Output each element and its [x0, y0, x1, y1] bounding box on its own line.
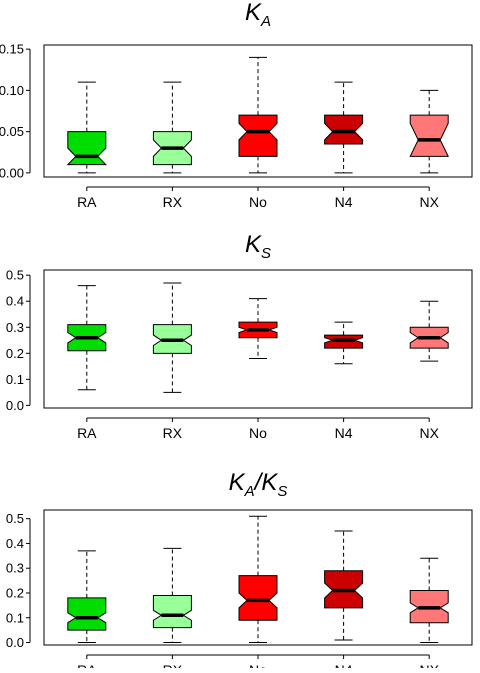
box-rx — [152, 282, 192, 393]
chart-panel-1: KA 0.00 0.05 0.10 0.15 RA RX No N4 NX — [0, 0, 473, 210]
box-no — [238, 298, 278, 360]
chart-title-part: K — [229, 469, 246, 496]
y-tick-label: 0.5 — [6, 268, 24, 283]
box-n4 — [324, 530, 364, 641]
plot-frame — [43, 44, 473, 178]
x-tick-label-rx: RX — [163, 425, 183, 441]
box-n4 — [324, 321, 364, 365]
box-nx — [409, 300, 449, 362]
chart-title-subscript: A — [244, 483, 255, 500]
chart-title: KA — [245, 0, 271, 30]
box-body — [324, 114, 364, 145]
box-body — [238, 575, 278, 621]
box-ra — [67, 550, 107, 644]
y-tick-label: 0.15 — [0, 42, 24, 57]
x-tick-label-nx: NX — [419, 662, 439, 668]
x-tick-label-nx: NX — [419, 194, 439, 210]
y-tick-label: 0.4 — [6, 294, 24, 309]
chart-title: KA/KS — [229, 469, 288, 500]
plot-frame — [43, 269, 473, 409]
box-rx — [152, 81, 192, 174]
y-tick-label: 0.10 — [0, 83, 24, 98]
box-rx — [152, 547, 192, 644]
box-no — [238, 515, 278, 644]
box-no — [238, 56, 278, 174]
y-tick-label: 0.3 — [6, 561, 24, 576]
chart-title-part: / — [253, 469, 264, 496]
y-tick-label: 0.5 — [6, 511, 24, 526]
x-tick-label-no: No — [249, 425, 267, 441]
x-tick-label-rx: RX — [163, 194, 183, 210]
chart-panel-2: KS 0.0 0.1 0.2 0.3 0.4 0.5 RA RX No N4 NX — [6, 231, 473, 441]
x-tick-label-ra: RA — [77, 662, 97, 668]
box-body — [66, 131, 107, 166]
box-nx — [409, 89, 449, 174]
y-tick-label: 0.1 — [6, 610, 24, 625]
y-tick-label: 0.0 — [6, 398, 24, 413]
chart-title-part: K — [245, 231, 262, 258]
chart-title-part: K — [245, 0, 262, 26]
y-tick-label: 0.2 — [6, 346, 24, 361]
box-n4 — [324, 81, 364, 174]
box-body — [409, 114, 449, 157]
y-tick-label: 0.00 — [0, 165, 24, 180]
chart-title-subscript: S — [277, 483, 287, 500]
x-tick-label-ra: RA — [77, 194, 97, 210]
y-tick-label: 0.05 — [0, 124, 24, 139]
y-tick-label: 0.0 — [6, 635, 24, 650]
box-body — [67, 597, 107, 631]
x-tick-label-rx: RX — [163, 662, 183, 668]
chart-title-part: K — [261, 469, 278, 496]
y-tick-label: 0.4 — [6, 536, 24, 551]
box-nx — [409, 557, 449, 644]
x-tick-label-nx: NX — [419, 425, 439, 441]
y-tick-label: 0.1 — [6, 372, 24, 387]
x-tick-label-n4: N4 — [335, 662, 353, 668]
y-tick-label: 0.2 — [6, 585, 24, 600]
x-tick-label-n4: N4 — [335, 425, 353, 441]
box-body — [238, 114, 278, 157]
box-body — [152, 594, 192, 629]
x-tick-label-no: No — [249, 662, 267, 668]
box-ra — [67, 285, 107, 391]
y-tick-label: 0.3 — [6, 320, 24, 335]
plot-frame — [43, 509, 473, 646]
x-tick-label-ra: RA — [77, 425, 97, 441]
box-ra — [66, 81, 107, 174]
chart-title-subscript: A — [260, 13, 271, 30]
x-tick-label-no: No — [249, 194, 267, 210]
chart-title: KS — [245, 231, 271, 262]
x-tick-label-n4: N4 — [335, 194, 353, 210]
chart-title-subscript: S — [261, 245, 271, 262]
